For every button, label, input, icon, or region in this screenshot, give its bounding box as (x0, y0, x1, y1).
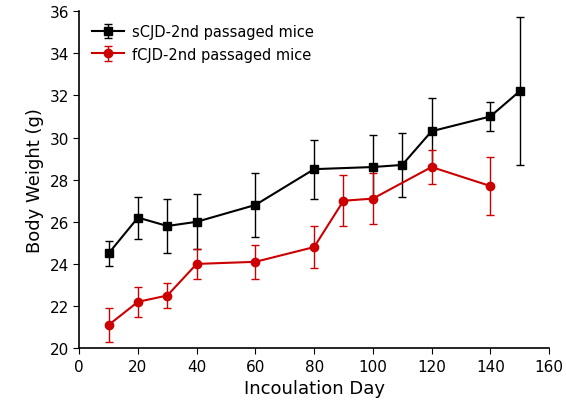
X-axis label: Incoulation Day: Incoulation Day (243, 379, 385, 397)
Y-axis label: Body Weight (g): Body Weight (g) (26, 108, 44, 252)
Legend: sCJD-2nd passaged mice, fCJD-2nd passaged mice: sCJD-2nd passaged mice, fCJD-2nd passage… (87, 19, 319, 68)
